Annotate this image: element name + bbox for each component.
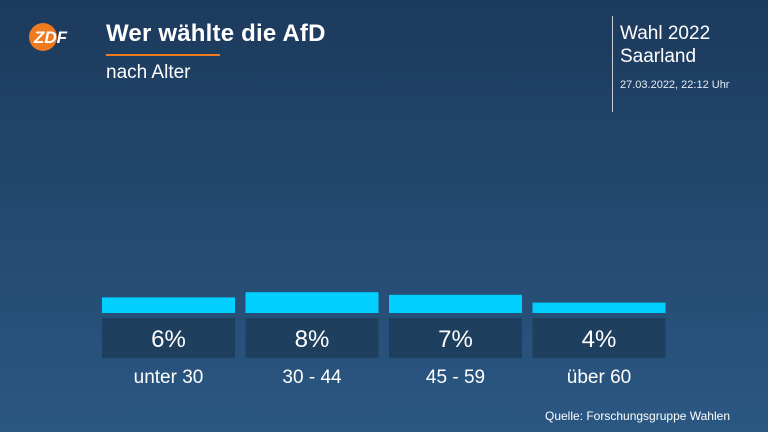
value-box-3 [532,318,666,358]
election-info: Wahl 2022 Saarland [620,22,710,68]
title-underline [106,54,220,56]
header-divider [612,16,613,112]
value-box-2 [389,318,522,358]
source-note: Quelle: Forschungsgruppe Wahlen [545,409,730,423]
election-year: Wahl 2022 [620,23,711,44]
value-box-0 [102,318,235,358]
value-label-3: 4% [582,326,617,353]
bar-3 [532,302,666,313]
category-label-1: 30 - 44 [282,367,342,388]
zdf-logo: ZDF [28,22,82,52]
value-label-0: 6% [151,326,186,353]
timestamp: 27.03.2022, 22:12 Uhr [620,79,730,91]
bar-1 [245,292,379,313]
bar-2 [389,294,522,313]
logo-text: ZDF [33,28,68,47]
chart-subtitle: nach Alter [106,62,191,83]
bar-0 [102,297,235,313]
election-region: Saarland [620,46,697,67]
chart-title: Wer wählte die AfD [106,20,326,47]
value-label-2: 7% [438,326,473,353]
category-label-3: über 60 [567,367,631,388]
value-box-1 [245,318,379,358]
value-label-1: 8% [295,326,330,353]
category-label-0: unter 30 [134,367,204,388]
category-label-2: 45 - 59 [426,367,485,388]
